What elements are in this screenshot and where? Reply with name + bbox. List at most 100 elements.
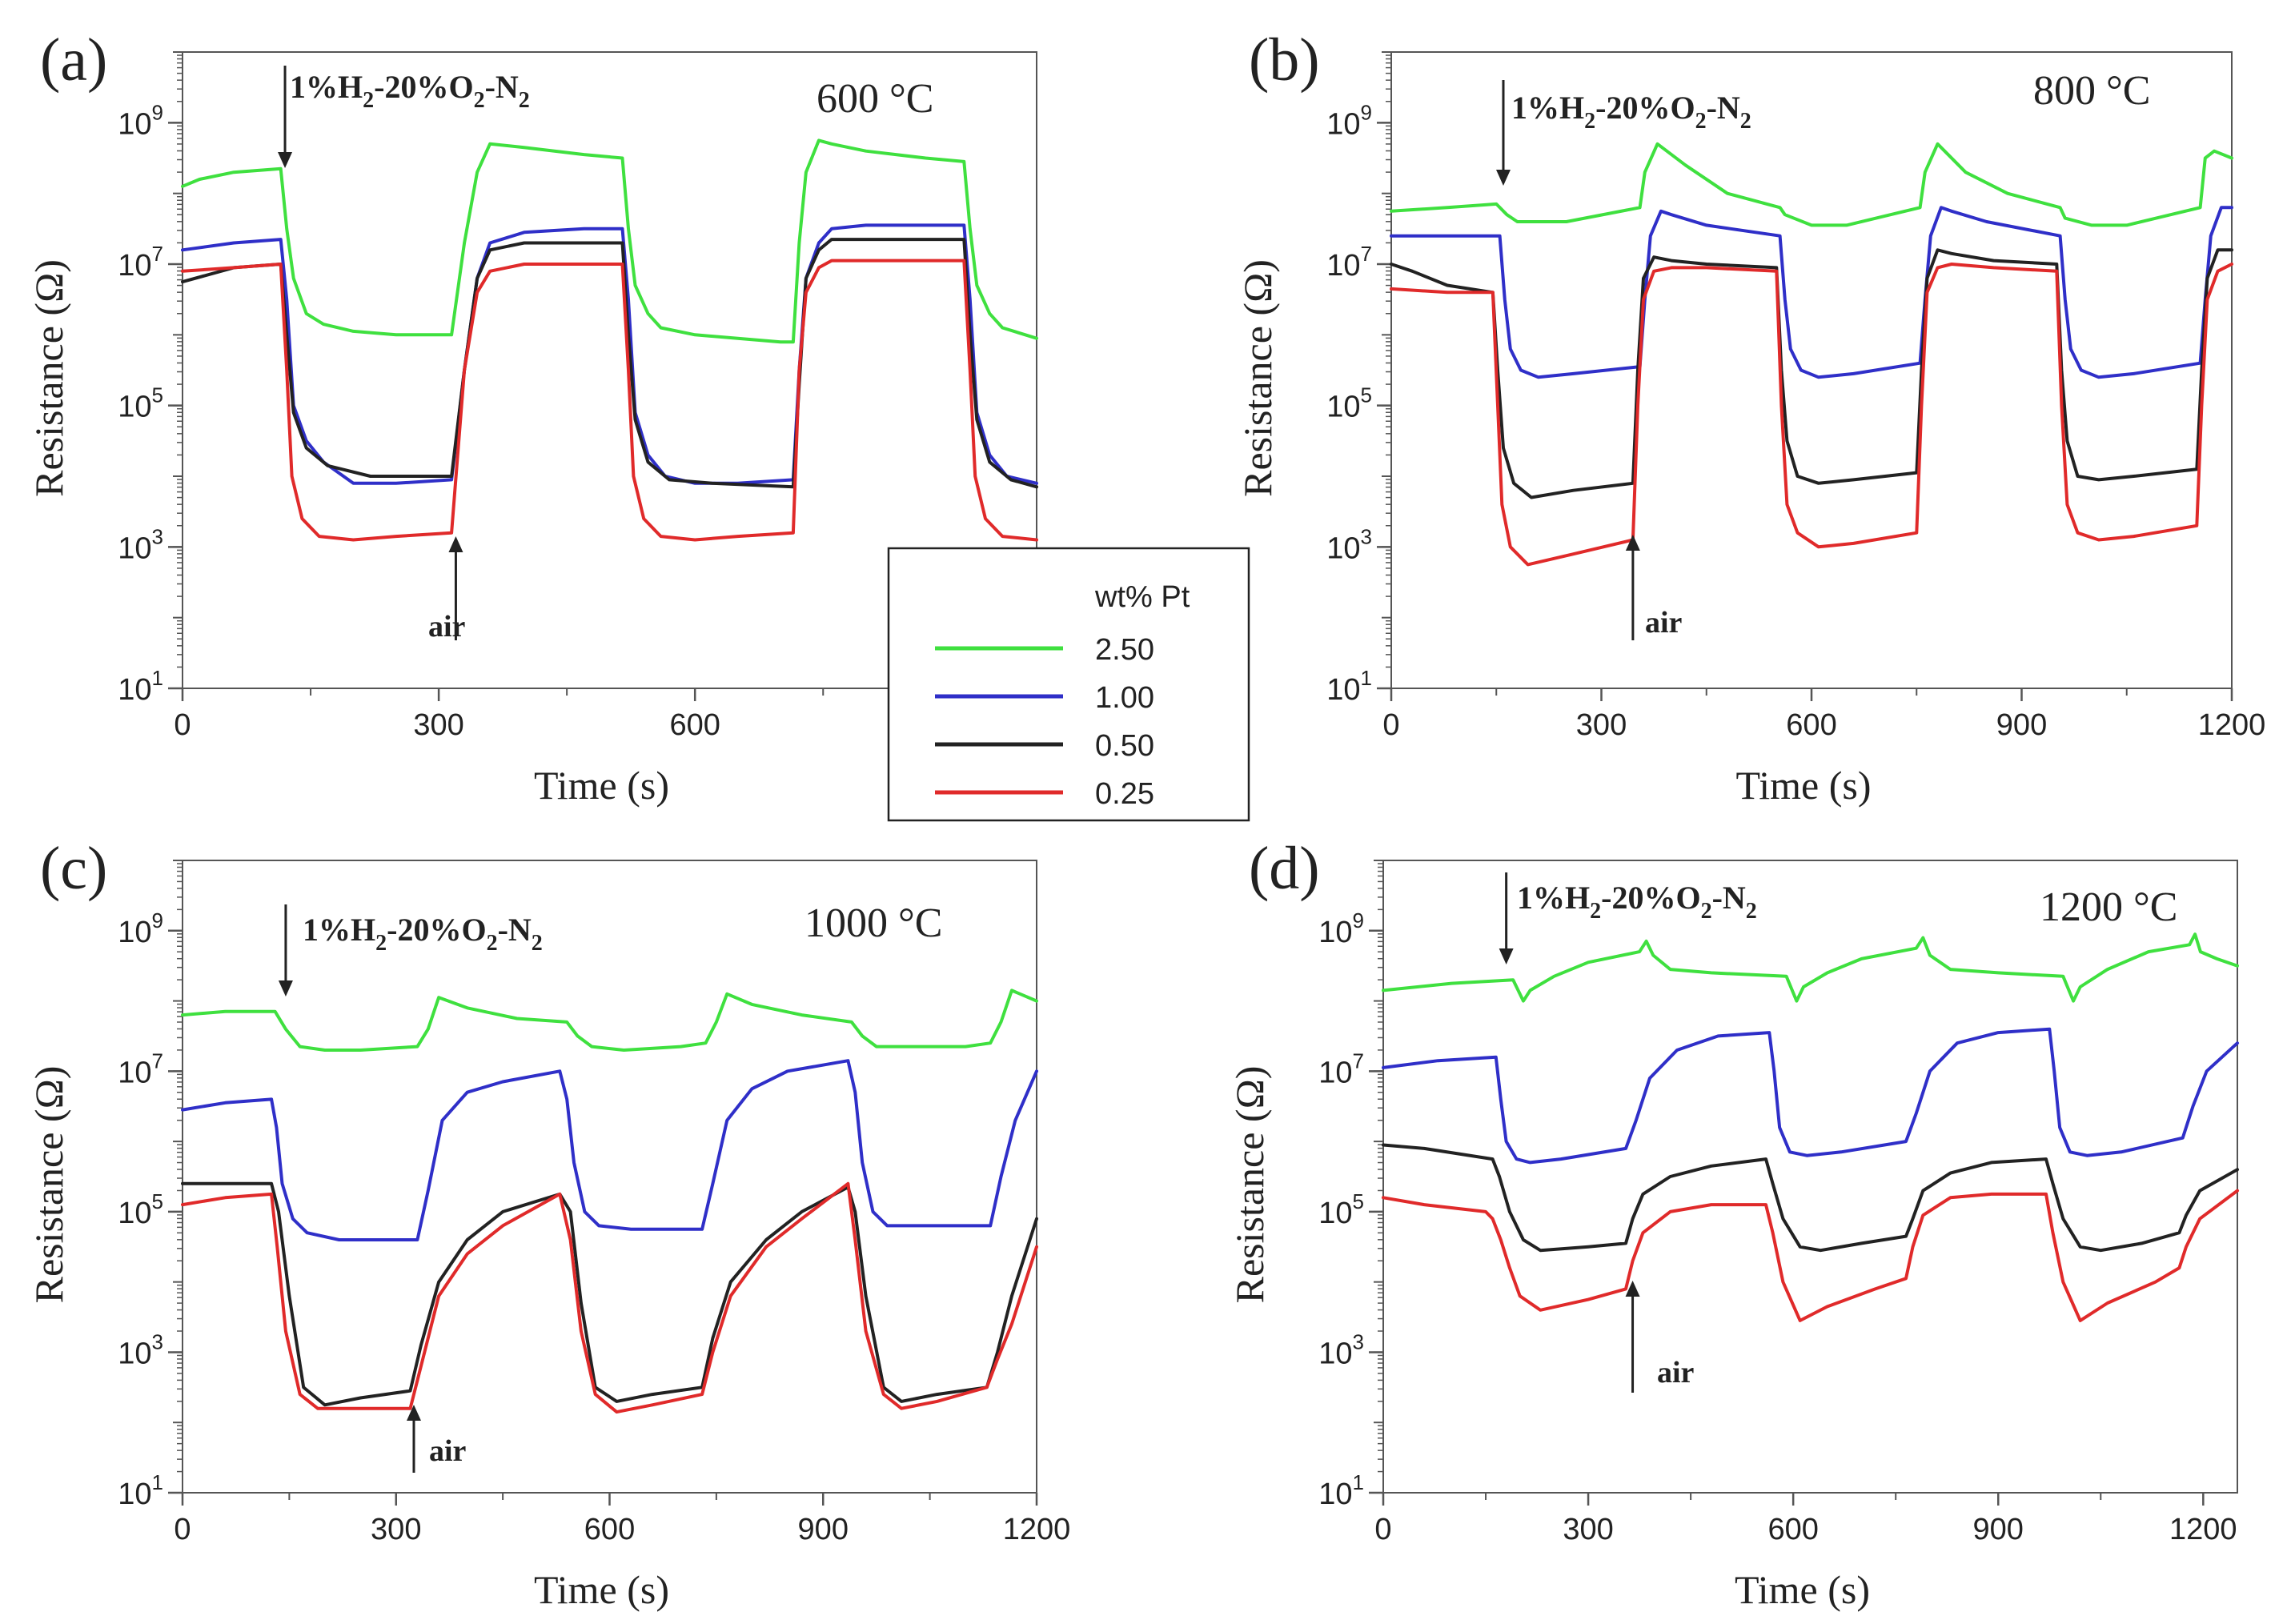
panel-a-gas-subscript: 2: [363, 88, 374, 113]
panel-c-series-2_50-line: [181, 988, 1038, 1052]
panel-d-gas-annotation: 1%H2-20%O2-N2: [1517, 880, 1757, 924]
panel-d-y-tick-base: 10: [1318, 1337, 1352, 1370]
panel-c-x-tick-label: 1200: [1003, 1513, 1071, 1546]
panel-a-gas-subscript: 2: [474, 88, 485, 113]
panel-b-series-0_25-line: [1390, 263, 2233, 567]
panel-c-gas-subscript: 2: [487, 931, 498, 956]
panel-d-gas-subscript: 2: [1746, 899, 1757, 924]
panel-c-y-tick-base: 10: [118, 1478, 151, 1511]
panel-a-gas-text: 1%H: [290, 69, 363, 105]
panel-c-y-tick-base: 10: [118, 1056, 151, 1089]
panel-a-gas-arrow-head: [278, 152, 293, 168]
panel-a-y-tick-exponent: 1: [152, 666, 163, 690]
panel-a-series-0_50-line: [181, 238, 1038, 489]
panel-d-y-tick-base: 10: [1318, 1197, 1352, 1230]
panel-b-temperature-label: 800 °C: [2033, 68, 2150, 114]
panel-d-x-tick-label: 600: [1767, 1513, 1818, 1546]
panel-b-y-tick-label: 109: [1326, 100, 1372, 141]
panel-d-y-tick-exponent: 3: [1353, 1329, 1364, 1353]
panel-c-air-arrow-head: [406, 1405, 421, 1421]
panel-d-gas-text: 1%H: [1517, 880, 1590, 916]
panel-a-y-tick-label: 109: [118, 100, 163, 141]
panel-d-y-tick-base: 10: [1318, 916, 1352, 949]
panel-d-y-tick-label: 107: [1318, 1049, 1364, 1089]
panel-a: 1011031051071090300600900Time (s)Resista…: [26, 26, 1038, 808]
panel-d-gas-subscript: 2: [1590, 899, 1601, 924]
panel-d-gas-text: -20%O: [1601, 880, 1700, 916]
panel-d-x-tick-label: 1200: [2169, 1513, 2237, 1546]
panel-c-label: (c): [40, 835, 107, 902]
panel-c-x-tick-label: 0: [174, 1513, 191, 1546]
panel-b-series-1_00-line: [1390, 206, 2233, 379]
panel-c-y-tick-label: 107: [118, 1049, 163, 1089]
panel-b-gas-subscript: 2: [1695, 109, 1707, 134]
panel-a-series-2_50-line: [181, 138, 1038, 344]
panel-d-x-axis-label: Time (s): [1735, 1567, 1870, 1612]
panel-c-gas-subscript: 2: [375, 931, 387, 956]
panel-d-y-tick-base: 10: [1318, 1478, 1352, 1511]
panel-c-gas-subscript: 2: [532, 931, 543, 956]
panel-a-y-axis-label: Resistance (Ω): [26, 259, 71, 497]
panel-c-series-0_25-line: [181, 1181, 1038, 1414]
panel-a-y-tick-base: 10: [118, 391, 151, 424]
panel-c-x-axis-label: Time (s): [534, 1567, 669, 1612]
panel-b-series-0_50-line: [1390, 248, 2233, 499]
panel-b-y-tick-exponent: 5: [1361, 383, 1372, 407]
panel-d-y-tick-label: 103: [1318, 1329, 1364, 1370]
panel-c-y-tick-exponent: 1: [152, 1470, 163, 1494]
panel-d-gas-text: -N: [1712, 880, 1746, 916]
panel-c-y-tick-base: 10: [118, 916, 151, 949]
panel-d-series-2_50-line: [1382, 932, 2239, 1003]
panel-a-y-tick-base: 10: [118, 673, 151, 707]
panel-d-y-axis-label: Resistance (Ω): [1227, 1066, 1272, 1304]
panel-c-y-tick-exponent: 7: [152, 1049, 163, 1073]
panel-b-x-tick-label: 900: [1996, 708, 2047, 742]
panel-c-y-tick-exponent: 3: [152, 1329, 163, 1353]
panel-d-series-1_00-line: [1382, 1027, 2239, 1165]
panel-d-x-tick-label: 900: [1973, 1513, 2024, 1546]
panel-d-air-arrow-head: [1625, 1281, 1640, 1297]
panel-c-x-tick-label: 900: [798, 1513, 849, 1546]
legend-title: wt% Pt: [1094, 580, 1190, 614]
panel-b-gas-arrow-head: [1496, 170, 1511, 186]
panel-a-plot-frame: [182, 51, 1037, 689]
panel-a-air-arrow-head: [448, 536, 463, 552]
panel-a-y-tick-base: 10: [118, 531, 151, 565]
legend-label-0_25: 0.25: [1095, 777, 1154, 811]
panel-a-y-tick-exponent: 9: [152, 100, 163, 124]
panel-b-y-tick-label: 105: [1326, 383, 1372, 424]
panel-a-x-axis-label: Time (s): [534, 763, 669, 808]
panel-a-y-tick-exponent: 5: [152, 383, 163, 407]
panel-b-y-tick-exponent: 9: [1361, 100, 1372, 124]
panel-c-gas-annotation: 1%H2-20%O2-N2: [303, 912, 543, 956]
panel-a-y-tick-label: 105: [118, 383, 163, 424]
panel-a-x-tick-label: 300: [413, 708, 463, 742]
panel-d-plot-frame: [1382, 860, 2238, 1494]
panel-a-y-tick-exponent: 3: [152, 524, 163, 548]
panel-b-gas-subscript: 2: [1584, 109, 1595, 134]
panel-a-y-tick-base: 10: [118, 107, 151, 141]
panel-c-x-tick-label: 300: [371, 1513, 421, 1546]
panel-c-y-tick-exponent: 9: [152, 908, 163, 932]
panel-b-air-annotation: air: [1645, 606, 1683, 640]
panel-d-x-tick-label: 300: [1563, 1513, 1613, 1546]
panel-c-y-axis-label: Resistance (Ω): [26, 1066, 71, 1304]
panel-b-y-tick-exponent: 1: [1361, 666, 1372, 690]
panel-a-y-tick-label: 107: [118, 242, 163, 283]
panel-b-series-2_50-line: [1390, 142, 2233, 227]
panel-c-y-tick-label: 101: [118, 1470, 163, 1511]
panel-b-y-tick-base: 10: [1326, 249, 1360, 283]
panel-a-temperature-label: 600 °C: [817, 76, 933, 122]
panel-d-y-tick-exponent: 1: [1353, 1470, 1364, 1494]
panel-c-x-tick-label: 600: [584, 1513, 635, 1546]
panel-a-y-tick-label: 103: [118, 524, 163, 565]
panel-a-gas-annotation: 1%H2-20%O2-N2: [290, 69, 530, 113]
legend: wt% Pt 2.50 1.00 0.50 0.25: [887, 547, 1250, 822]
panel-b-y-tick-base: 10: [1326, 391, 1360, 424]
panel-c-series-0_50-line: [181, 1181, 1038, 1407]
panel-b-gas-subscript: 2: [1740, 109, 1751, 134]
panel-b-x-axis-label: Time (s): [1735, 763, 1871, 808]
